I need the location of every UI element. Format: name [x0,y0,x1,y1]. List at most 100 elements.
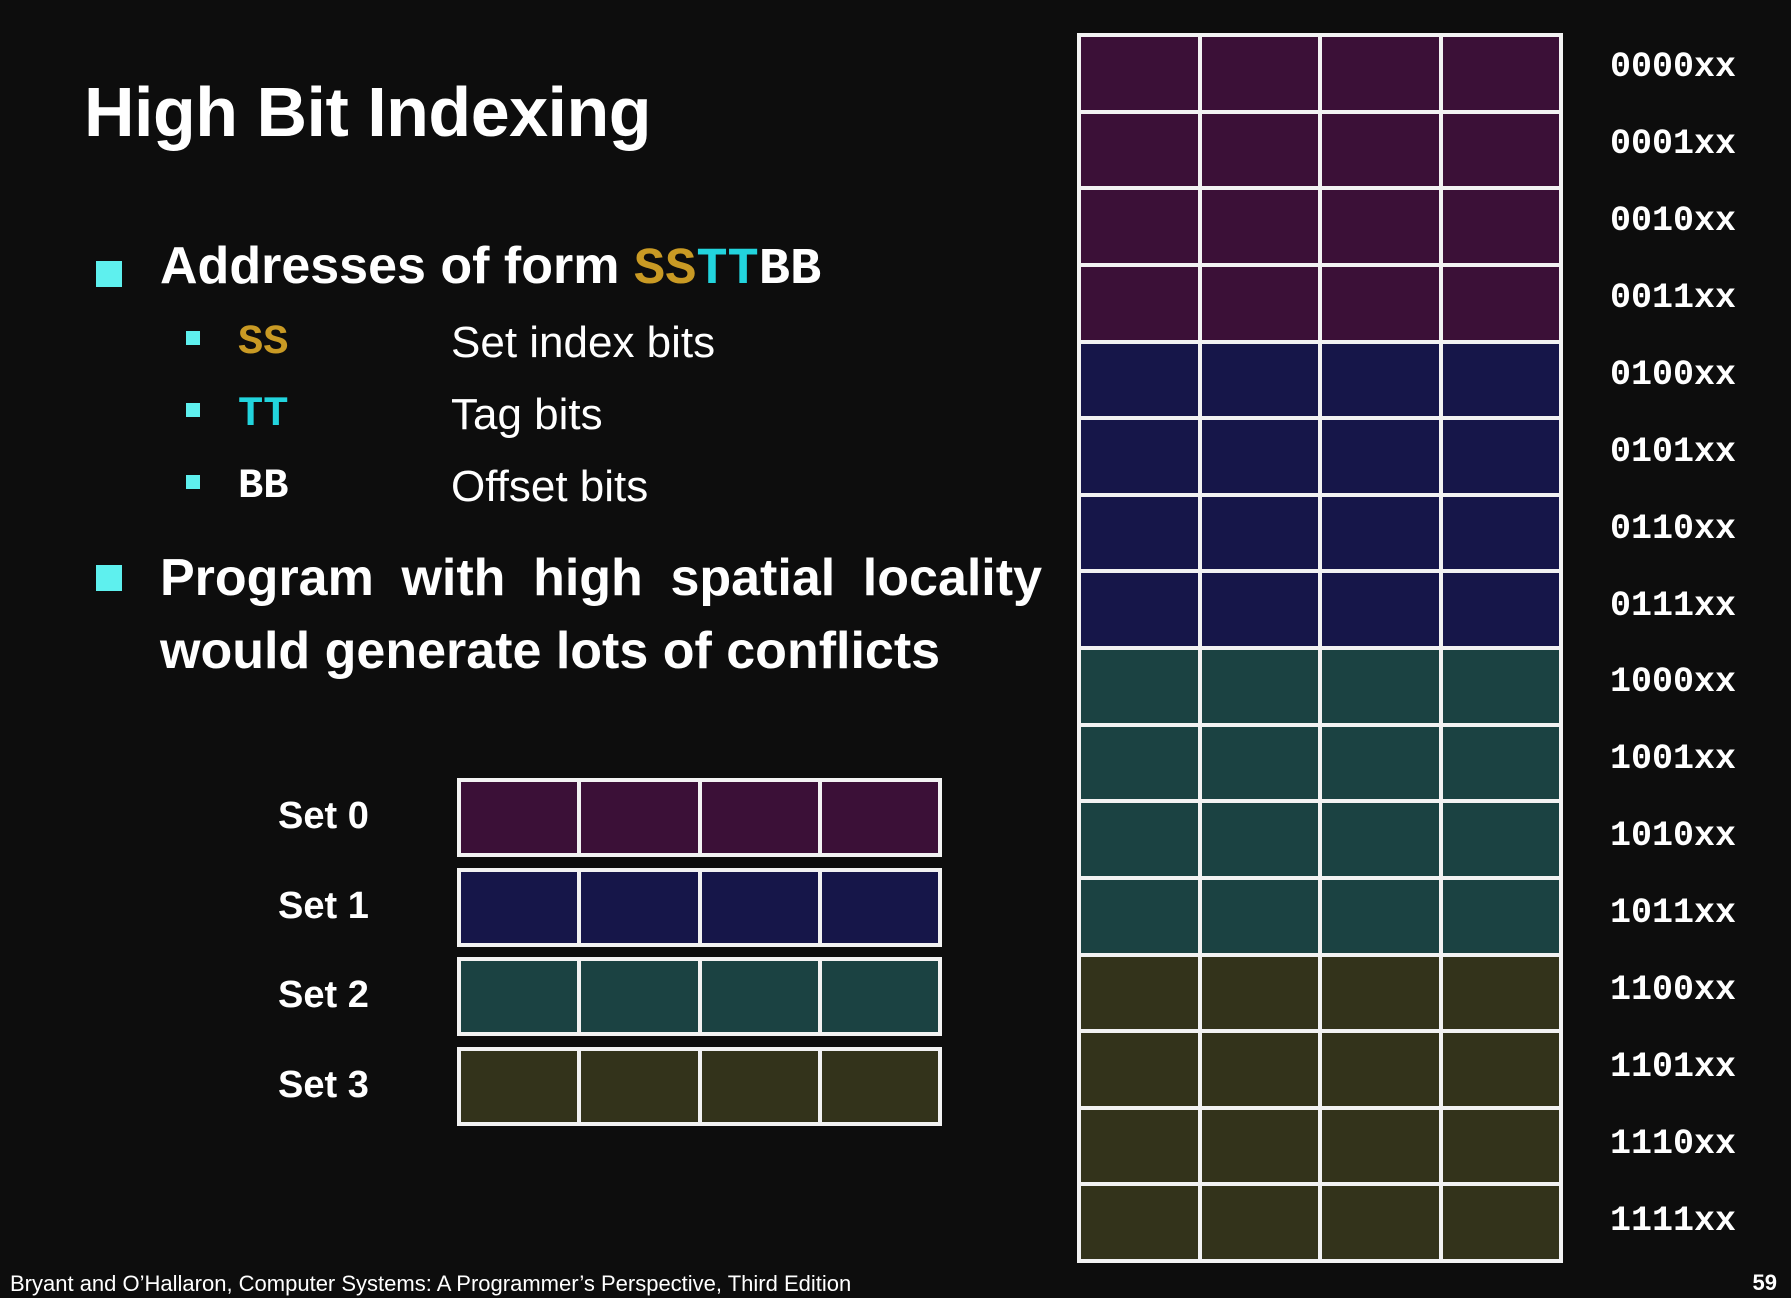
page-number: 59 [1752,1270,1777,1295]
memory-address-label: 0011xx [1610,278,1737,318]
cache-line-cell [697,1051,818,1122]
memory-block-cell [1318,190,1439,263]
bullet-1-ss: SS [633,240,697,299]
memory-block-cell [1081,726,1198,800]
memory-block-row [1081,569,1559,646]
memory-address-label: 0101xx [1610,432,1737,472]
memory-block-row [1081,799,1559,876]
memory-block-cell [1438,343,1559,417]
memory-block-cell [1081,1033,1198,1106]
memory-block-cell [1197,113,1318,187]
footer-citation: Bryant and O’Hallaron, Computer Systems:… [10,1271,852,1296]
cache-set-row [457,1047,942,1126]
bullet-1-prefix: Addresses of form [160,237,634,295]
memory-block-cell [1438,1186,1559,1259]
memory-block-row [1081,1182,1559,1259]
memory-block-cell [1318,650,1439,723]
cache-line-cell [697,872,818,943]
memory-block-row [1081,37,1559,110]
memory-block-cell [1438,956,1559,1030]
memory-address-label: 1010xx [1610,816,1737,856]
sub-item-ss-desc: Set index bits [451,318,716,367]
memory-block-cell [1197,879,1318,953]
cache-line-cell [697,782,818,853]
memory-block-cell [1197,726,1318,800]
slide-title: High Bit Indexing [84,73,652,151]
memory-block-cell [1438,726,1559,800]
cache-line-cell [577,872,698,943]
memory-block-cell [1318,879,1439,953]
sub-item-ss-code: SS [238,318,289,366]
memory-block-cell [1197,190,1318,263]
memory-block-cell [1438,266,1559,340]
memory-block-row [1081,875,1559,953]
memory-block-row [1081,339,1559,417]
bullet-1-marker [96,261,122,287]
memory-block-cell [1081,37,1198,110]
cache-line-cell [817,872,938,943]
memory-grid [1077,33,1563,1263]
memory-address-label: 0000xx [1610,47,1737,87]
set-label: Set 0 [278,795,369,837]
memory-address-label: 0001xx [1610,124,1737,164]
memory-block-cell [1318,573,1439,646]
memory-address-label: 1101xx [1610,1047,1737,1087]
memory-block-cell [1438,1109,1559,1183]
memory-block-cell [1318,956,1439,1030]
memory-block-cell [1438,496,1559,570]
memory-block-cell [1081,496,1198,570]
memory-block-cell [1081,650,1198,723]
sub-bullet-2-marker [186,403,200,417]
cache-line-cell [577,782,698,853]
memory-address-label: 1110xx [1610,1124,1737,1164]
memory-block-cell [1081,1186,1198,1259]
bullet-1-text: Addresses of form SSTTBB [160,236,821,299]
cache-line-cell [461,872,578,943]
memory-block-cell [1318,496,1439,570]
memory-block-cell [1081,266,1198,340]
memory-block-cell [1318,343,1439,417]
memory-block-cell [1318,266,1439,340]
memory-block-cell [1197,266,1318,340]
set-label: Set 2 [278,974,369,1016]
memory-block-row [1081,186,1559,263]
memory-block-cell [1197,650,1318,723]
sub-item-tt-desc: Tag bits [451,390,603,439]
memory-block-cell [1318,113,1439,187]
sub-item-bb-code: BB [238,462,289,510]
bullet-1-tt: TT [696,240,759,299]
bullet-2-text: Program with high spatial locality would… [160,549,1042,680]
cache-line-cell [577,1051,698,1122]
memory-block-cell [1438,573,1559,646]
memory-block-cell [1318,37,1439,110]
set-label: Set 1 [278,885,369,927]
memory-block-cell [1318,1033,1439,1106]
memory-address-label: 0010xx [1610,201,1737,241]
bullet-2-marker [96,565,122,591]
memory-block-cell [1197,573,1318,646]
memory-address-label: 0110xx [1610,509,1737,549]
cache-line-cell [577,961,698,1032]
memory-address-label: 0111xx [1610,586,1737,626]
memory-block-cell [1318,1109,1439,1183]
memory-block-cell [1438,879,1559,953]
memory-block-row [1081,646,1559,723]
memory-block-cell [1081,1109,1198,1183]
cache-line-cell [461,782,578,853]
memory-block-cell [1197,496,1318,570]
memory-block-cell [1197,1186,1318,1259]
memory-block-row [1081,492,1559,570]
memory-block-cell [1081,803,1198,876]
cache-set-row [457,868,942,947]
memory-block-row [1081,109,1559,187]
set-label: Set 3 [278,1064,369,1106]
memory-block-cell [1438,650,1559,723]
memory-block-cell [1438,113,1559,187]
memory-block-cell [1081,420,1198,493]
memory-block-row [1081,416,1559,493]
memory-block-cell [1081,343,1198,417]
memory-address-label: 1001xx [1610,739,1737,779]
memory-block-cell [1081,956,1198,1030]
cache-line-cell [461,961,578,1032]
memory-block-cell [1197,803,1318,876]
